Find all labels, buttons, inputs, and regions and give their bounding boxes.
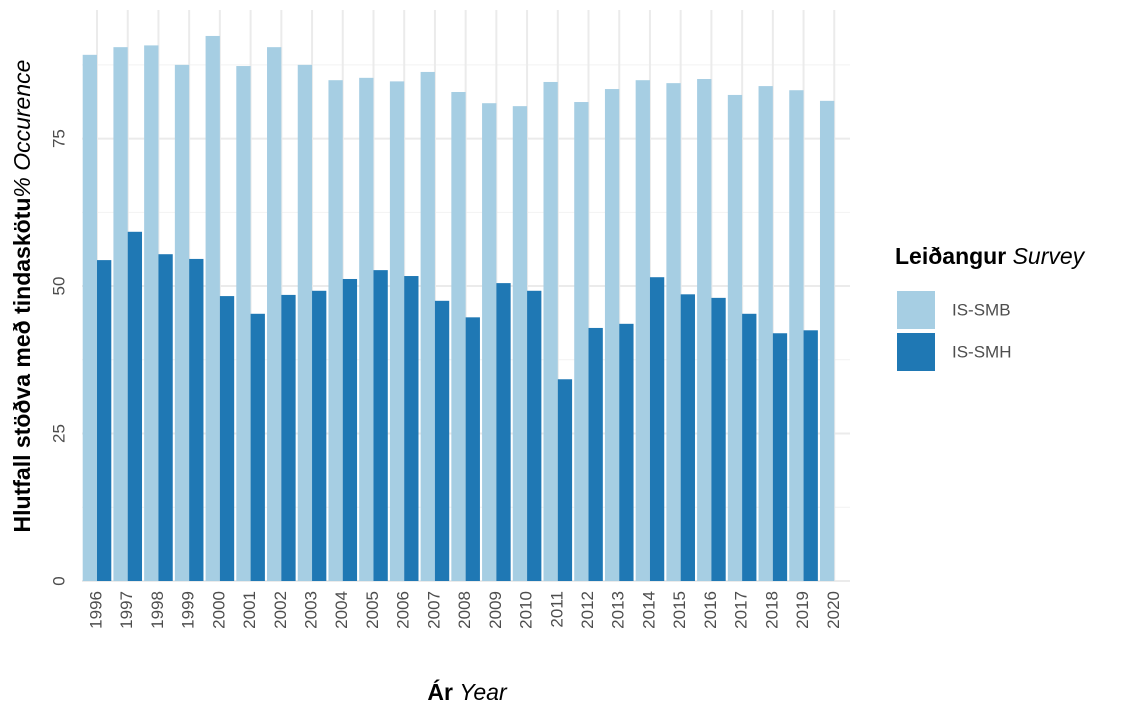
bar bbox=[144, 45, 159, 581]
bar bbox=[250, 313, 265, 581]
x-title-italic: Year bbox=[459, 679, 508, 705]
bar bbox=[205, 35, 220, 582]
legend-title: Leiðangur Survey bbox=[895, 243, 1086, 269]
x-tick-label: 2005 bbox=[363, 591, 382, 629]
x-tick-label: 2009 bbox=[486, 591, 505, 629]
bar bbox=[482, 103, 497, 582]
bar bbox=[496, 283, 511, 581]
y-tick-label: 75 bbox=[49, 129, 68, 148]
bar bbox=[527, 290, 542, 581]
x-tick-label: 2001 bbox=[240, 591, 259, 629]
bar bbox=[189, 258, 204, 581]
x-tick-label: 2017 bbox=[732, 591, 751, 629]
bar bbox=[574, 102, 589, 581]
bar bbox=[389, 81, 405, 581]
y-tick-label: 0 bbox=[49, 576, 68, 585]
bar bbox=[543, 81, 558, 581]
y-tick-label: 25 bbox=[49, 424, 68, 443]
bar bbox=[680, 294, 695, 581]
x-title-bold: Ár bbox=[427, 678, 453, 705]
x-tick-label: 1999 bbox=[179, 591, 198, 629]
x-tick-label: 2007 bbox=[424, 591, 443, 629]
bar bbox=[512, 106, 528, 582]
bar bbox=[297, 64, 313, 582]
bar bbox=[649, 277, 665, 581]
bar bbox=[711, 297, 726, 581]
x-axis-title: Ár Year bbox=[427, 678, 508, 705]
bar bbox=[742, 313, 757, 581]
bar bbox=[342, 278, 358, 581]
bar bbox=[312, 290, 327, 581]
bar bbox=[451, 91, 466, 581]
bar bbox=[328, 80, 343, 581]
bar bbox=[404, 276, 419, 581]
bar bbox=[588, 327, 603, 581]
x-tick-label: 2014 bbox=[639, 591, 658, 629]
bar bbox=[82, 54, 97, 582]
bar bbox=[789, 90, 804, 581]
x-tick-label: 2020 bbox=[824, 591, 843, 629]
x-tick-label: 1996 bbox=[86, 591, 105, 629]
bar bbox=[97, 260, 112, 581]
bar bbox=[219, 296, 235, 581]
legend-key bbox=[897, 291, 935, 329]
bar bbox=[236, 66, 251, 582]
y-title-italic: % Occurence bbox=[9, 60, 35, 198]
y-title-bold: Hlutfall stöðva með tindaskötu bbox=[9, 198, 35, 533]
x-tick-label: 2013 bbox=[609, 591, 628, 629]
bar bbox=[359, 77, 374, 581]
bar bbox=[557, 379, 573, 581]
bar bbox=[619, 323, 634, 581]
x-tick-label: 2010 bbox=[517, 591, 536, 629]
x-tick-label: 2011 bbox=[547, 591, 566, 628]
x-tick-label: 2012 bbox=[578, 591, 597, 629]
bar bbox=[604, 89, 620, 581]
x-tick-label: 2002 bbox=[271, 591, 290, 629]
legend-title-italic: Survey bbox=[1013, 243, 1086, 269]
bar bbox=[758, 86, 773, 582]
x-tick-label: 1997 bbox=[117, 591, 136, 629]
x-tick-label: 2016 bbox=[701, 591, 720, 629]
legend-label: IS-SMH bbox=[952, 342, 1012, 361]
bar bbox=[819, 100, 835, 581]
bar bbox=[803, 330, 818, 581]
bar bbox=[267, 47, 282, 582]
bar bbox=[666, 83, 681, 582]
x-tick-label: 2015 bbox=[670, 591, 689, 629]
x-tick-label: 2003 bbox=[302, 591, 321, 629]
y-tick-label: 50 bbox=[49, 277, 68, 296]
bar bbox=[127, 231, 143, 581]
legend-key bbox=[897, 333, 935, 371]
x-tick-label: 2019 bbox=[793, 591, 812, 629]
legend-label: IS-SMB bbox=[952, 300, 1011, 319]
bar bbox=[420, 71, 435, 581]
bar bbox=[635, 80, 650, 581]
x-tick-label: 2018 bbox=[762, 591, 781, 629]
x-tick-label: 2008 bbox=[455, 591, 474, 629]
bar bbox=[727, 94, 743, 582]
bar bbox=[113, 47, 128, 582]
x-tick-label: 2004 bbox=[332, 591, 351, 629]
bar bbox=[174, 64, 190, 582]
legend-title-bold: Leiðangur bbox=[895, 243, 1006, 269]
x-tick-label: 1998 bbox=[148, 591, 167, 629]
x-tick-label: 2006 bbox=[394, 591, 413, 629]
bar bbox=[772, 333, 788, 581]
y-axis-title: Hlutfall stöðva með tindaskötu% Occurenc… bbox=[9, 60, 35, 533]
bar bbox=[697, 79, 712, 581]
bar bbox=[373, 270, 388, 581]
x-tick-label: 2000 bbox=[209, 591, 228, 629]
bar bbox=[158, 254, 173, 581]
bar bbox=[465, 317, 480, 581]
bar bbox=[281, 294, 296, 581]
bar bbox=[434, 300, 450, 581]
